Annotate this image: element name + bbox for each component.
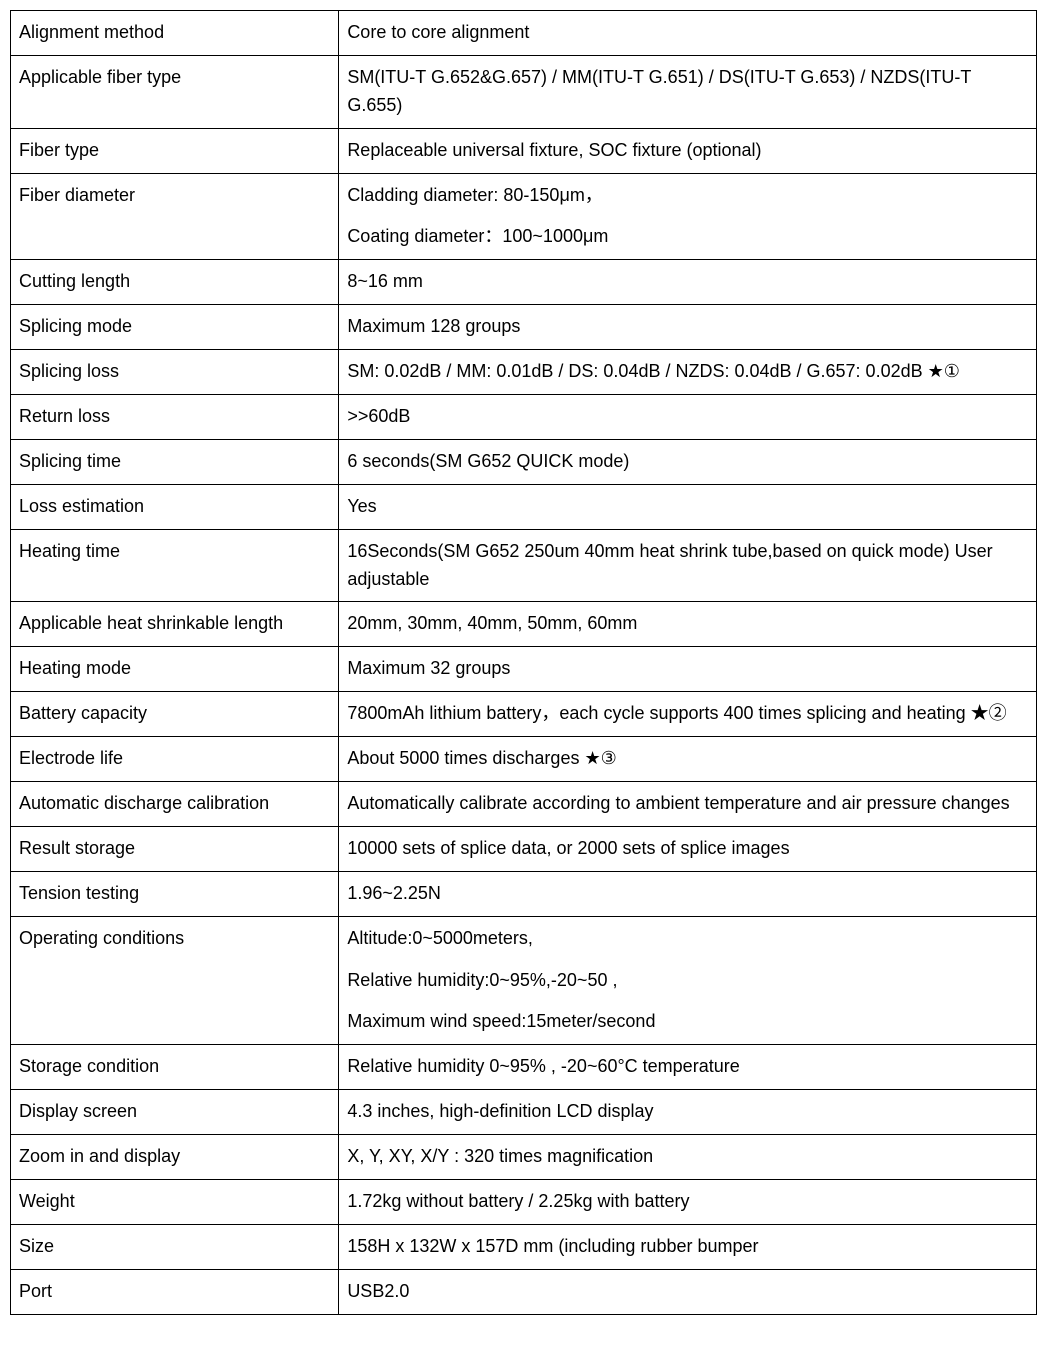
spec-label: Port: [11, 1269, 339, 1314]
specs-table: Alignment methodCore to core alignmentAp…: [10, 10, 1037, 1315]
spec-label: Fiber diameter: [11, 173, 339, 260]
table-row: Heating time16Seconds(SM G652 250um 40mm…: [11, 529, 1037, 602]
table-row: Return loss>>60dB: [11, 395, 1037, 440]
table-row: Size158H x 132W x 157D mm (including rub…: [11, 1224, 1037, 1269]
specs-table-body: Alignment methodCore to core alignmentAp…: [11, 11, 1037, 1315]
table-row: Splicing time6 seconds(SM G652 QUICK mod…: [11, 439, 1037, 484]
spec-value: >>60dB: [339, 395, 1037, 440]
spec-label: Loss estimation: [11, 484, 339, 529]
spec-label: Applicable fiber type: [11, 55, 339, 128]
spec-label: Splicing mode: [11, 305, 339, 350]
table-row: Alignment methodCore to core alignment: [11, 11, 1037, 56]
spec-value: SM: 0.02dB / MM: 0.01dB / DS: 0.04dB / N…: [339, 350, 1037, 395]
table-row: Fiber typeReplaceable universal fixture,…: [11, 128, 1037, 173]
spec-value: 1.96~2.25N: [339, 871, 1037, 916]
spec-label: Cutting length: [11, 260, 339, 305]
table-row: Battery capacity7800mAh lithium battery，…: [11, 692, 1037, 737]
spec-value: Relative humidity 0~95% , -20~60°C tempe…: [339, 1045, 1037, 1090]
spec-label: Automatic discharge calibration: [11, 782, 339, 827]
spec-label: Applicable heat shrinkable length: [11, 602, 339, 647]
table-row: Tension testing1.96~2.25N: [11, 871, 1037, 916]
spec-label: Storage condition: [11, 1045, 339, 1090]
spec-value-line: Coating diameter：100~1000μm: [347, 223, 1028, 251]
spec-value: 20mm, 30mm, 40mm, 50mm, 60mm: [339, 602, 1037, 647]
spec-value: 16Seconds(SM G652 250um 40mm heat shrink…: [339, 529, 1037, 602]
spec-value: 1.72kg without battery / 2.25kg with bat…: [339, 1180, 1037, 1225]
spec-value: USB2.0: [339, 1269, 1037, 1314]
spec-value-line: Relative humidity:0~95%,-20~50 ,: [347, 967, 1028, 995]
table-row: Fiber diameterCladding diameter: 80-150μ…: [11, 173, 1037, 260]
table-row: Applicable heat shrinkable length20mm, 3…: [11, 602, 1037, 647]
spec-value: 4.3 inches, high-definition LCD display: [339, 1090, 1037, 1135]
spec-label: Weight: [11, 1180, 339, 1225]
table-row: Operating conditionsAltitude:0~5000meter…: [11, 916, 1037, 1045]
spec-value: X, Y, XY, X/Y : 320 times magnification: [339, 1135, 1037, 1180]
spec-label: Return loss: [11, 395, 339, 440]
spec-value: Maximum 128 groups: [339, 305, 1037, 350]
spec-value: 7800mAh lithium battery，each cycle suppo…: [339, 692, 1037, 737]
spec-label: Fiber type: [11, 128, 339, 173]
table-row: Heating modeMaximum 32 groups: [11, 647, 1037, 692]
spec-value: Maximum 32 groups: [339, 647, 1037, 692]
table-row: Loss estimationYes: [11, 484, 1037, 529]
table-row: Zoom in and displayX, Y, XY, X/Y : 320 t…: [11, 1135, 1037, 1180]
spec-label: Battery capacity: [11, 692, 339, 737]
table-row: Weight1.72kg without battery / 2.25kg wi…: [11, 1180, 1037, 1225]
spec-value: 8~16 mm: [339, 260, 1037, 305]
spec-label: Operating conditions: [11, 916, 339, 1045]
table-row: Splicing lossSM: 0.02dB / MM: 0.01dB / D…: [11, 350, 1037, 395]
spec-label: Heating mode: [11, 647, 339, 692]
spec-value: Altitude:0~5000meters, Relative humidity:…: [339, 916, 1037, 1045]
table-row: Display screen4.3 inches, high-definitio…: [11, 1090, 1037, 1135]
table-row: Splicing modeMaximum 128 groups: [11, 305, 1037, 350]
spec-label: Heating time: [11, 529, 339, 602]
table-row: Electrode lifeAbout 5000 times discharge…: [11, 737, 1037, 782]
table-row: Storage conditionRelative humidity 0~95%…: [11, 1045, 1037, 1090]
table-row: PortUSB2.0: [11, 1269, 1037, 1314]
spec-value: About 5000 times discharges ★③: [339, 737, 1037, 782]
spec-value: 158H x 132W x 157D mm (including rubber …: [339, 1224, 1037, 1269]
spec-label: Zoom in and display: [11, 1135, 339, 1180]
spec-value: SM(ITU-T G.652&G.657) / MM(ITU-T G.651) …: [339, 55, 1037, 128]
table-row: Automatic discharge calibrationAutomatic…: [11, 782, 1037, 827]
spec-label: Size: [11, 1224, 339, 1269]
spec-value: Replaceable universal fixture, SOC fixtu…: [339, 128, 1037, 173]
table-row: Applicable fiber typeSM(ITU-T G.652&G.65…: [11, 55, 1037, 128]
spec-value-line: Maximum wind speed:15meter/second: [347, 1008, 1028, 1036]
spec-label: Splicing time: [11, 439, 339, 484]
spec-label: Splicing loss: [11, 350, 339, 395]
spec-label: Tension testing: [11, 871, 339, 916]
spec-value: Yes: [339, 484, 1037, 529]
spec-label: Display screen: [11, 1090, 339, 1135]
table-row: Result storage10000 sets of splice data,…: [11, 826, 1037, 871]
spec-label: Alignment method: [11, 11, 339, 56]
spec-label: Result storage: [11, 826, 339, 871]
spec-value: Automatically calibrate according to amb…: [339, 782, 1037, 827]
table-row: Cutting length8~16 mm: [11, 260, 1037, 305]
spec-value: Cladding diameter: 80-150μm， Coating diam…: [339, 173, 1037, 260]
spec-value: 10000 sets of splice data, or 2000 sets …: [339, 826, 1037, 871]
spec-value-line: Cladding diameter: 80-150μm，: [347, 182, 1028, 210]
spec-value: 6 seconds(SM G652 QUICK mode): [339, 439, 1037, 484]
spec-value: Core to core alignment: [339, 11, 1037, 56]
spec-label: Electrode life: [11, 737, 339, 782]
spec-value-line: Altitude:0~5000meters,: [347, 925, 1028, 953]
